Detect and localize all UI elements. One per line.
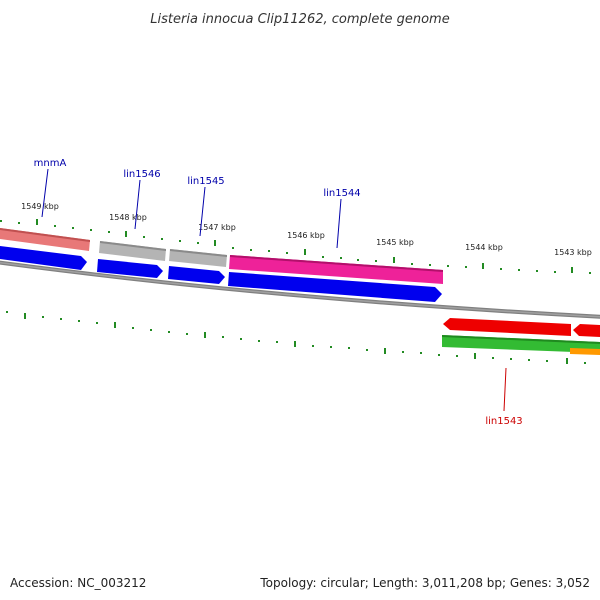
blue-feature-track [0, 246, 442, 302]
feature-reverse-next[interactable] [573, 324, 600, 337]
feature-lin1543-reverse[interactable] [443, 318, 571, 336]
feature-lin1546-forward[interactable] [99, 241, 166, 261]
feature-lin1546-blue[interactable] [97, 259, 163, 278]
leader-mnmA [41, 168, 49, 218]
leader-lin1544 [336, 198, 342, 249]
feature-lin1544-blue[interactable] [228, 272, 442, 302]
gene-label-lin1545[interactable]: lin1545 [187, 176, 224, 187]
ruler-label-1544: 1544 kbp [465, 243, 503, 252]
leader-lin1543 [503, 367, 507, 412]
feature-lin1543-green[interactable] [442, 335, 600, 353]
feature-lin1545-blue[interactable] [168, 266, 225, 284]
ruler-label-1548: 1548 kbp [109, 213, 147, 222]
ruler-label-1547: 1547 kbp [198, 223, 236, 232]
gene-label-lin1546[interactable]: lin1546 [123, 169, 160, 180]
gene-label-mnmA[interactable]: mnmA [34, 158, 67, 169]
topology-summary-text: Topology: circular; Length: 3,011,208 bp… [260, 576, 590, 590]
feature-mnmA-blue[interactable] [0, 246, 87, 270]
reverse-feature-track [442, 318, 600, 355]
ruler-label-1543: 1543 kbp [554, 248, 592, 257]
feature-lin1544-forward[interactable] [229, 255, 443, 284]
map-title: Listeria innocua Clip11262, complete gen… [150, 12, 449, 27]
accession-text: Accession: NC_003212 [10, 576, 147, 590]
gene-label-lin1544[interactable]: lin1544 [323, 188, 360, 199]
feature-orange-segment[interactable] [570, 348, 600, 355]
gene-label-lin1543[interactable]: lin1543 [485, 416, 522, 427]
ruler-label-1546: 1546 kbp [287, 231, 325, 240]
ruler-labels: 1549 kbp 1548 kbp 1547 kbp 1546 kbp 1545… [21, 202, 592, 257]
inner-tick-track [6, 311, 586, 364]
forward-feature-track [0, 228, 443, 284]
outer-tick-track [0, 219, 591, 274]
leader-lin1546 [134, 179, 141, 230]
ruler-label-1549: 1549 kbp [21, 202, 59, 211]
gene-labels: mnmA lin1546 lin1545 lin1544 lin1543 [34, 158, 523, 427]
leader-lin1545 [199, 186, 206, 237]
feature-mnmA-forward[interactable] [0, 228, 90, 251]
ruler-label-1545: 1545 kbp [376, 238, 414, 247]
